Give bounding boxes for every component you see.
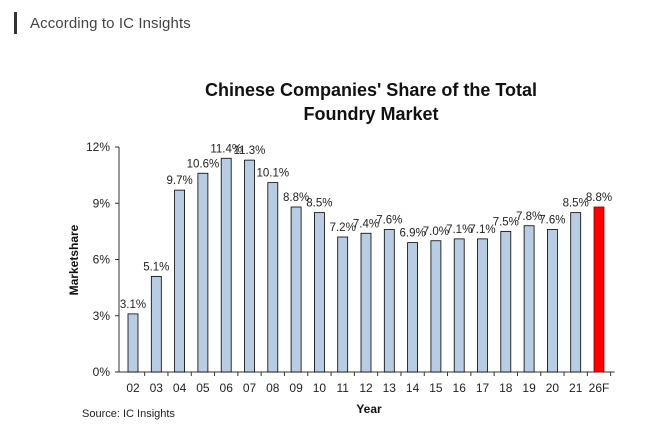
bar [453,238,465,373]
y-tick-label: 12% [86,140,110,154]
bar [313,212,325,373]
bar [570,212,582,373]
data-label: 11.3% [234,145,266,157]
bar [477,238,488,373]
data-label: 8.5% [306,198,332,210]
data-label: 7.0% [423,226,449,238]
x-tick-label: 13 [383,381,397,395]
data-label: 8.8% [283,192,309,204]
data-label: 5.1% [143,261,169,273]
bar [360,232,372,373]
bar [383,229,395,373]
bar [430,240,442,373]
data-label: 6.9% [399,228,425,240]
data-label: 11.4% [210,143,242,155]
bar [150,275,162,373]
x-tick-label: 08 [266,381,280,395]
y-axis-title: Marketshare [67,224,81,295]
plot-area: 0% 3% 6% 9% 12% 02 3.1% 03 5.1% 04 9.7% 05 10.6% 06 11… [86,140,615,395]
bar [337,236,349,373]
x-tick-label: 17 [476,381,490,395]
x-tick-label: 18 [499,381,513,395]
data-label: 8.8% [586,192,612,204]
y-tick-label: 0% [93,365,111,379]
bar [197,172,209,373]
data-label: 7.2% [330,222,356,234]
data-label: 7.8% [516,211,542,223]
bar-forecast [593,206,605,373]
bar [244,159,255,373]
bar [523,225,535,373]
x-tick-label: 19 [522,381,536,395]
bar [220,157,232,373]
x-tick-label: 15 [429,381,443,395]
bar [407,242,419,373]
bar [290,206,302,373]
x-tick-label: 21 [569,381,583,395]
x-tick-label: 20 [546,381,560,395]
x-tick-label: 07 [243,381,257,395]
data-label: 8.5% [563,198,589,210]
bar [267,182,279,373]
x-tick-label: 26F [589,381,610,395]
data-label: 3.1% [120,299,146,311]
bar [547,229,558,373]
data-label: 7.4% [353,218,379,230]
header-accent-bar [14,12,17,34]
data-label: 7.1% [469,224,495,236]
x-axis-title: Year [356,402,382,416]
data-label: 7.6% [539,215,565,227]
x-tick-label: 09 [289,381,303,395]
data-label: 10.1% [256,168,289,180]
data-label: 7.6% [376,215,402,227]
chart-title-line-2: Foundry Market [303,104,438,124]
header: According to IC Insights [14,12,191,34]
y-tick-label: 9% [93,196,111,210]
y-tick-label: 6% [93,253,111,267]
bar [174,189,186,373]
y-tick-label: 3% [93,309,111,323]
source-note: Source: IC Insights [82,408,175,420]
x-tick-label: 16 [453,381,467,395]
data-label: 7.5% [493,216,519,228]
x-tick-label: 06 [220,381,234,395]
x-tick-label: 04 [173,381,187,395]
x-tick-label: 10 [313,381,327,395]
x-tick-label: 12 [359,381,373,395]
header-text: According to IC Insights [30,14,191,32]
x-tick-label: 02 [126,381,140,395]
bar [127,313,139,373]
x-tick-label: 05 [196,381,210,395]
data-label: 7.1% [446,224,472,236]
data-label: 9.7% [166,175,192,187]
chart-title-line-1: Chinese Companies' Share of the Total [205,80,537,100]
x-tick-label: 11 [336,381,349,395]
x-tick-label: 03 [150,381,164,395]
data-label: 10.6% [187,158,220,170]
x-tick-label: 14 [406,381,420,395]
bar [500,230,512,373]
